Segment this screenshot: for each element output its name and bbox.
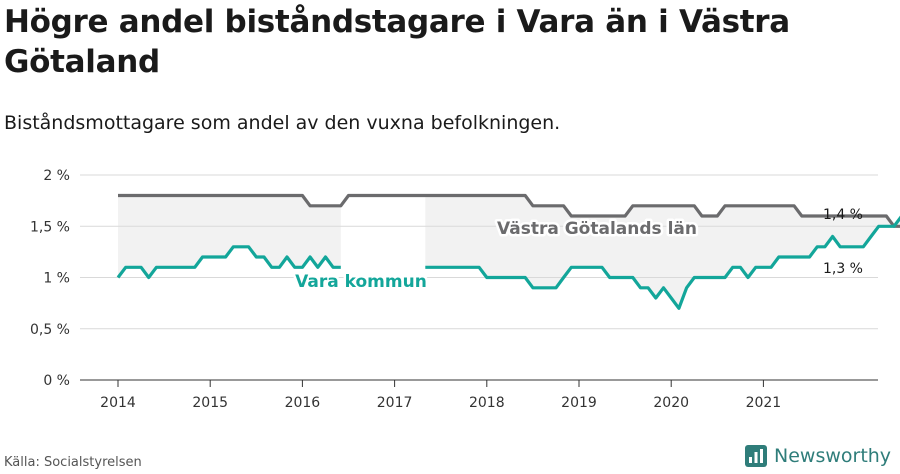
y-tick-label: 2 % xyxy=(43,168,70,184)
y-tick-label: 0,5 % xyxy=(30,322,70,338)
x-tick-label: 2021 xyxy=(746,395,782,411)
y-tick-label: 0 % xyxy=(43,373,70,389)
source-note: Källa: Socialstyrelsen xyxy=(4,455,142,470)
y-tick-label: 1 % xyxy=(43,271,70,287)
brand-logo: Newsworthy xyxy=(744,442,891,470)
newsworthy-logo-icon xyxy=(745,445,767,467)
series-label-vara-halo: Vara kommun xyxy=(295,272,427,292)
chart-subtitle: Biståndsmottagare som andel av den vuxna… xyxy=(4,112,561,134)
x-tick-label: 2016 xyxy=(285,395,321,411)
x-tick-label: 2019 xyxy=(561,395,597,411)
end-label-vastra-gotaland: 1,3 % xyxy=(823,261,863,277)
end-label-vara: 1,4 % xyxy=(823,207,863,223)
x-tick-label: 2017 xyxy=(377,395,413,411)
brand-name: Newsworthy xyxy=(774,445,892,467)
x-tick-label: 2018 xyxy=(469,395,505,411)
gap-shading xyxy=(118,195,341,278)
series-label-vara: Vara kommun xyxy=(295,272,427,292)
y-tick-label: 1,5 % xyxy=(30,219,70,235)
series-label-vastra-gotaland-halo: Västra Götalands län xyxy=(497,219,697,239)
gap-shading xyxy=(425,195,900,309)
series-line-vara xyxy=(116,215,900,310)
line-chart: 0 % 0,5 % 1 % 1,5 % 2 % 2014 2015 2016 2017 2018 2… xyxy=(30,168,900,411)
series-label-vastra-gotaland: Västra Götalands län xyxy=(497,219,697,239)
series-line-vastra-gotaland xyxy=(118,193,900,228)
x-tick-label: 2014 xyxy=(100,395,136,411)
chart-title: Högre andel biståndstagare i Vara än i V… xyxy=(4,4,790,80)
x-tick-label: 2015 xyxy=(192,395,228,411)
x-tick-label: 2020 xyxy=(653,395,689,411)
